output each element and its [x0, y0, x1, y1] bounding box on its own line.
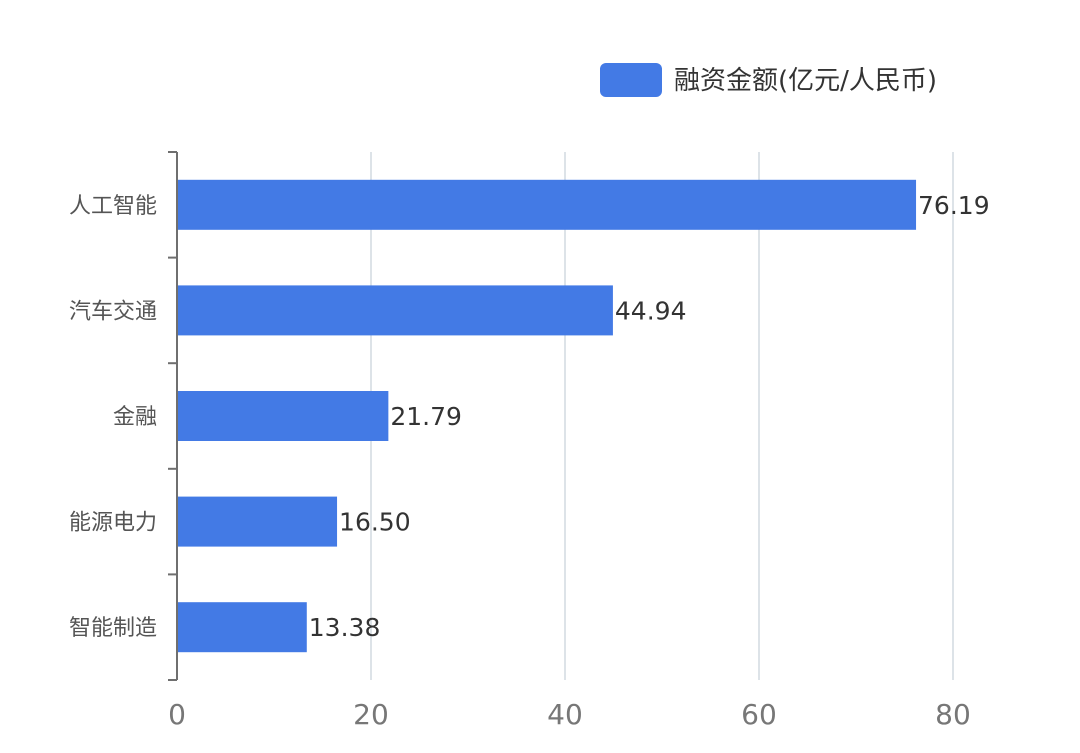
- category-label: 人工智能: [69, 194, 157, 219]
- bar: [178, 496, 338, 547]
- bar: [178, 391, 389, 441]
- labels: 0 20 40 60 80 人工智能 76.19 汽车交通 44.94 金融 21.79 能源电力 16…: [69, 191, 990, 731]
- axes: [168, 151, 178, 681]
- value-label: 16.50: [339, 508, 411, 537]
- x-tick-label: 20: [353, 698, 389, 731]
- x-tick-label: 80: [935, 698, 971, 731]
- bars: [178, 179, 917, 653]
- x-tick-label: 40: [547, 698, 583, 731]
- legend-label: 融资金额(亿元/人民币): [674, 66, 937, 96]
- legend[interactable]: 融资金额(亿元/人民币): [600, 63, 937, 97]
- value-label: 21.79: [390, 402, 462, 431]
- x-tick-label: 0: [168, 698, 186, 731]
- value-label: 76.19: [918, 191, 990, 220]
- category-label: 智能制造: [69, 616, 157, 641]
- legend-swatch: [600, 63, 662, 97]
- bar: [178, 179, 917, 230]
- category-label: 能源电力: [69, 511, 157, 536]
- category-label: 汽车交通: [69, 299, 157, 324]
- x-tick-label: 60: [741, 698, 777, 731]
- value-label: 13.38: [309, 613, 381, 642]
- value-label: 44.94: [615, 296, 687, 325]
- bar: [178, 285, 613, 336]
- category-label: 金融: [113, 405, 157, 430]
- bar: [178, 602, 307, 653]
